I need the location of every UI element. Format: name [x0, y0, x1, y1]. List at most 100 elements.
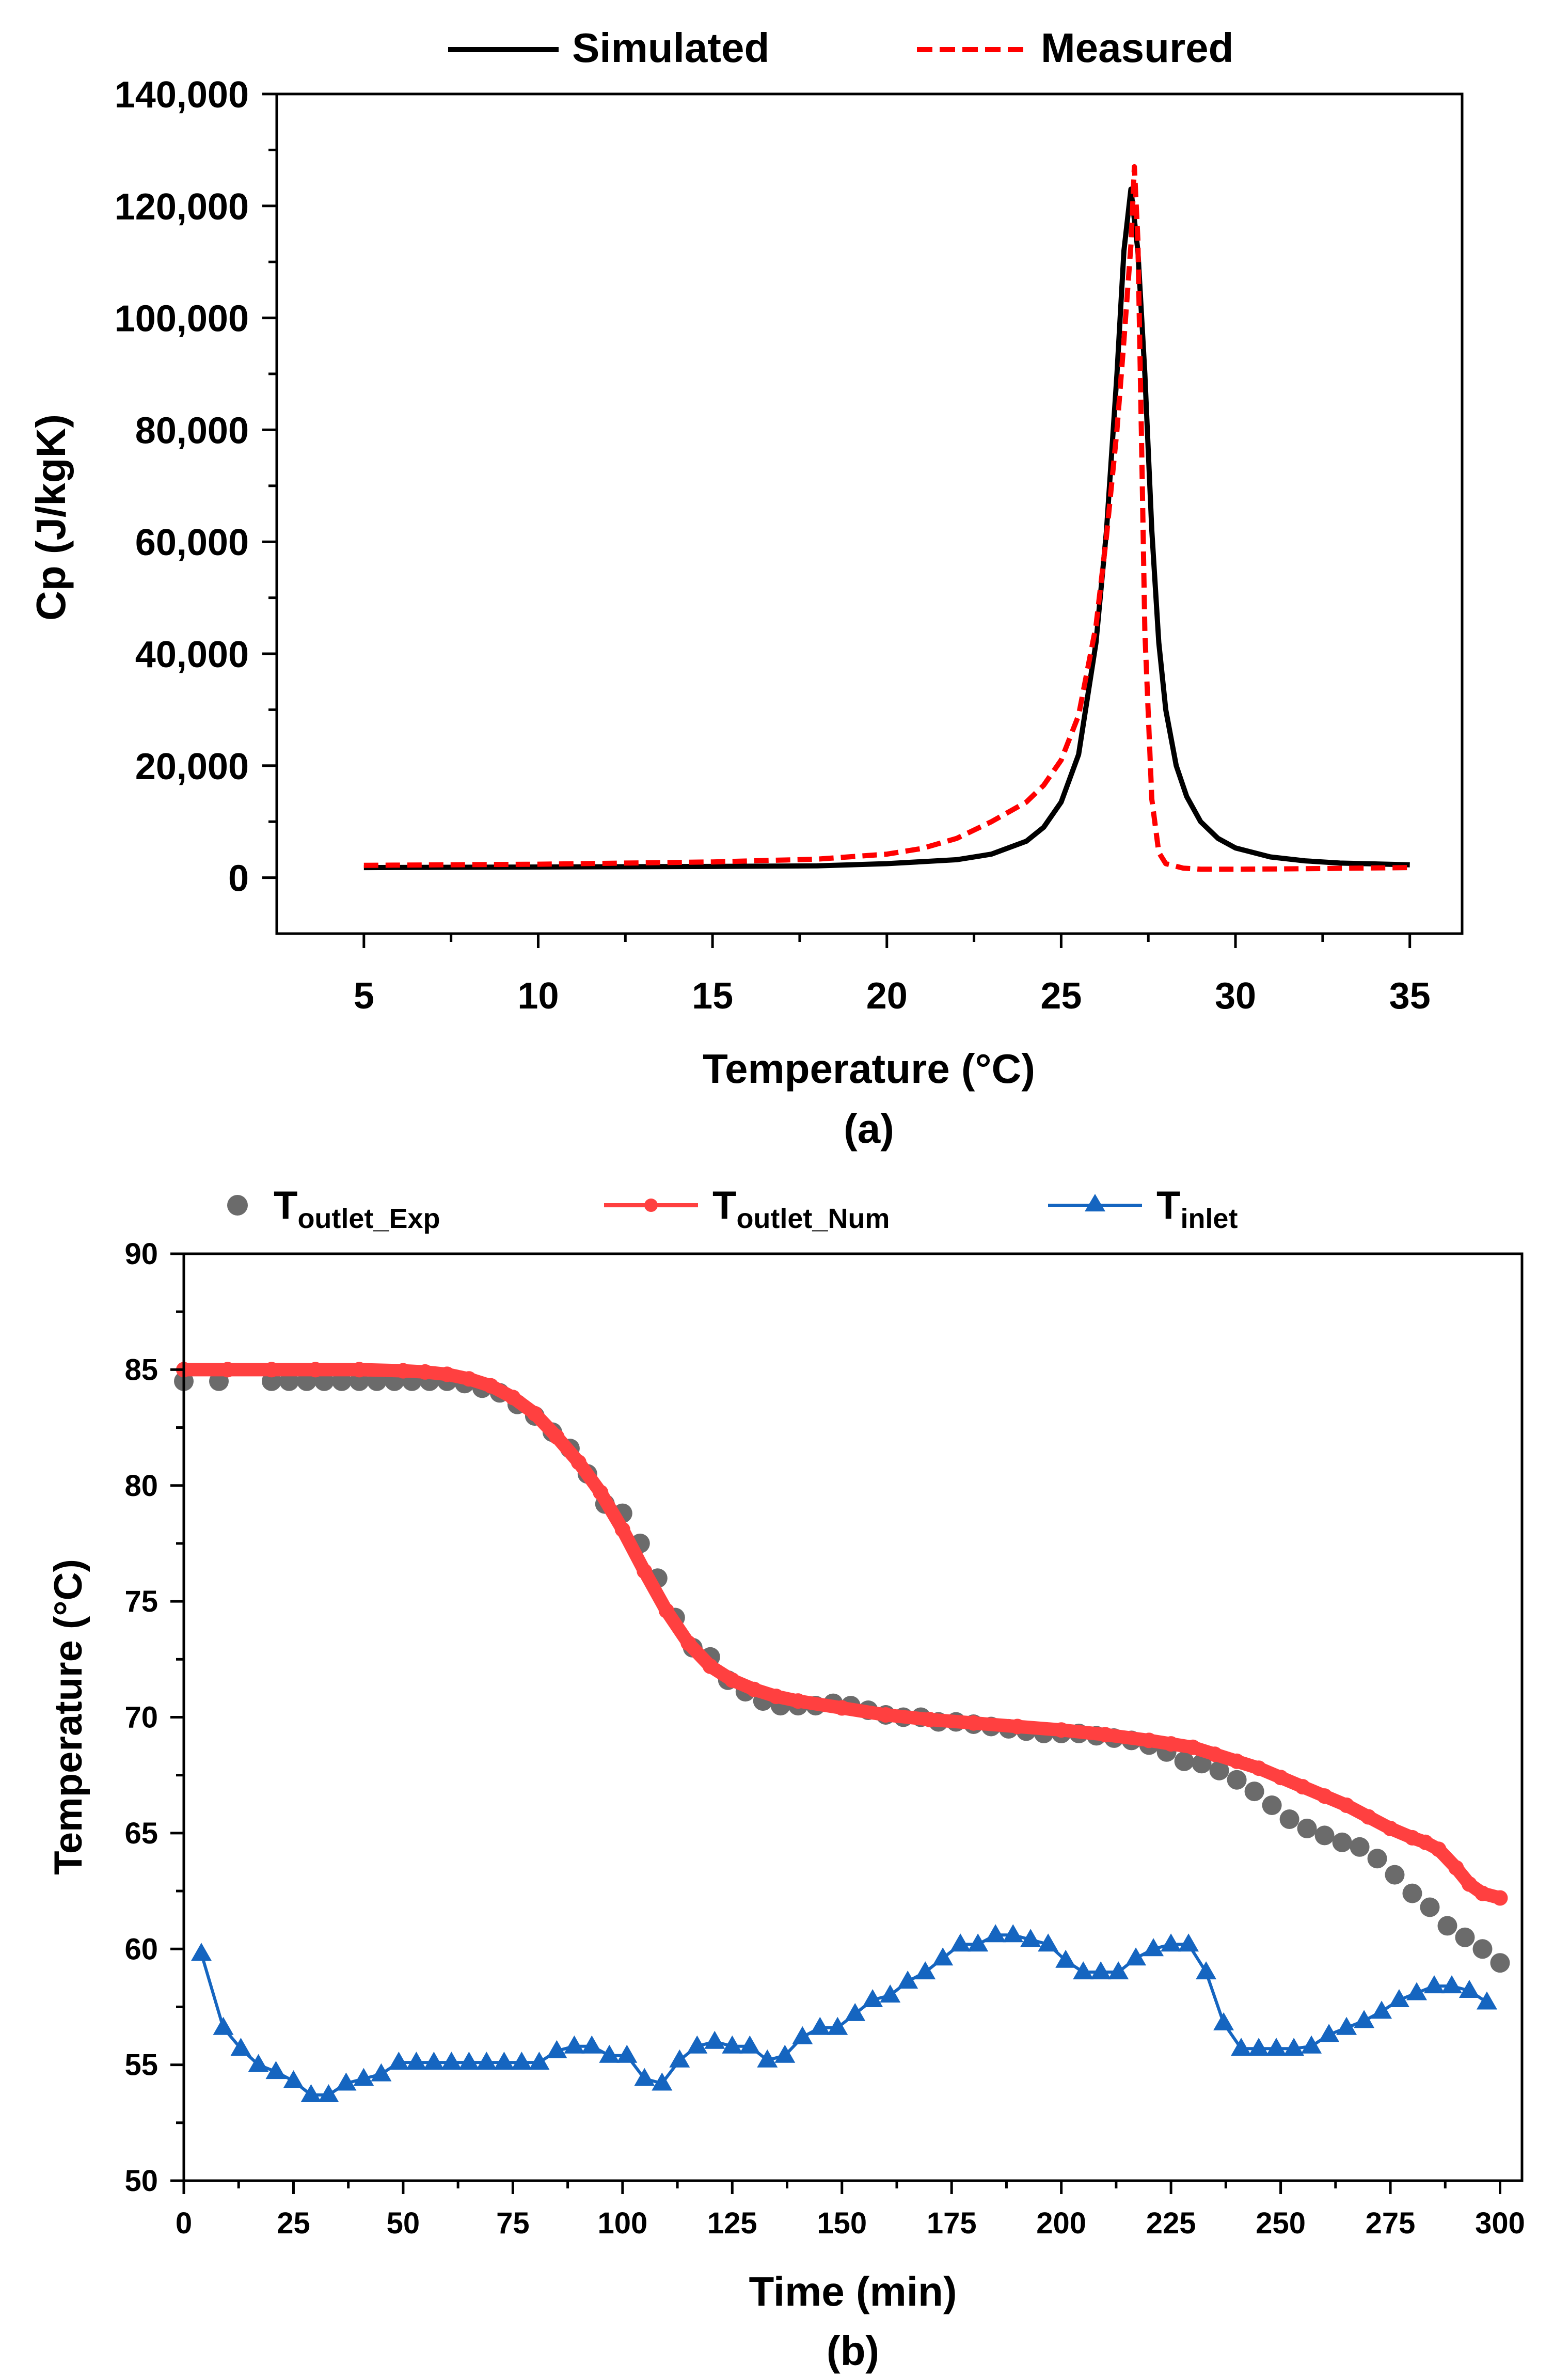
panel-b-inlet-point [191, 1943, 212, 1961]
panel-a-chart: 5 10 15 20 25 30 35 0 20,000 40,000 60,000 80,000 10… [28, 25, 1464, 1152]
panel-b-outlet-num-point [922, 1712, 938, 1727]
panel-b-x-tick-label: 150 [817, 2206, 867, 2240]
panel-b-inlet-point [1477, 1991, 1497, 2010]
panel-b-x-tick-label: 50 [387, 2206, 420, 2240]
panel-a-y-tick-label: 100,000 [115, 298, 249, 340]
panel-b-inlet-point [897, 1971, 918, 1989]
panel-b-outlet-num-point [1462, 1876, 1477, 1892]
panel-a-x-tick-label: 15 [692, 975, 733, 1017]
panel-b-inlet-point [792, 2026, 813, 2044]
panel-b-outlet-num-point [1339, 1798, 1355, 1813]
panel-b-x-tick-label: 100 [597, 2206, 647, 2240]
panel-b-inlet-point [634, 2068, 655, 2086]
panel-b-outlet-num-point [439, 1366, 455, 1382]
panel-b-inlet-point [827, 2016, 848, 2035]
panel-b-inlet-point [318, 2084, 339, 2102]
panel-a-series-layer [363, 164, 1410, 872]
panel-b-outlet-num-point [1097, 1727, 1113, 1743]
panel-b-outlet-num-point [1448, 1860, 1464, 1876]
panel-b-inlet-point [1055, 1949, 1076, 1968]
panel-b-x-tick-label: 250 [1256, 2206, 1306, 2240]
panel-b-outlet-exp-point [1174, 1751, 1194, 1771]
legend-outlet-exp-name: T [274, 1184, 297, 1227]
panel-a-plot-frame [275, 92, 1464, 935]
panel-b-outlet-num-point [1317, 1788, 1333, 1804]
panel-b-x-axis-label: Time (min) [749, 2268, 957, 2314]
panel-b-inlet-point [652, 2072, 673, 2091]
panel-b-inlet-point [1020, 1929, 1041, 1947]
panel-a-ticks: 5 10 15 20 25 30 35 0 20,000 40,000 60,000 80,000 10… [115, 74, 1431, 1017]
panel-b-inlet-point [1178, 1933, 1199, 1952]
panel-b-inlet-point [213, 2016, 234, 2035]
panel-b-inlet-point [265, 2061, 287, 2079]
panel-b-y-tick-label: 65 [124, 1817, 158, 1850]
panel-a-y-axis-label: Cp (J/kgK) [28, 414, 74, 621]
panel-a-y-tick-label: 120,000 [115, 186, 249, 228]
panel-b-inlet-point [862, 1989, 883, 2007]
panel-b-inlet-point [616, 2044, 638, 2063]
panel-b-inlet-point [810, 2016, 831, 2035]
panel-b-x-tick-label: 125 [707, 2206, 757, 2240]
panel-b-inlet-point [230, 2038, 251, 2056]
panel-b-inlet-point [1441, 1975, 1462, 1994]
panel-b-outlet-num-point [1053, 1722, 1069, 1738]
panel-b-x-tick-label: 300 [1475, 2206, 1525, 2240]
legend-measured-label: Measured [1041, 25, 1233, 71]
panel-b-x-tick-label: 275 [1366, 2206, 1416, 2240]
panel-b-outlet-num-point [1360, 1809, 1376, 1825]
panel-b-inlet-point [915, 1961, 936, 1980]
panel-b-outlet-num-point [395, 1363, 411, 1379]
panel-b-inlet-point [1213, 2012, 1234, 2030]
panel-b-outlet-exp-point [1227, 1770, 1247, 1790]
panel-b-inlet-point [985, 1924, 1006, 1943]
panel-a-series-simulated-line [363, 186, 1410, 871]
panel-b-outlet-num-point [680, 1635, 696, 1651]
panel-b-inlet-point [704, 2030, 725, 2049]
legend-inlet-subscript: inlet [1180, 1203, 1238, 1234]
panel-b-inlet-point [529, 2052, 550, 2070]
legend-outlet-exp-label: Toutlet_Exp [274, 1184, 440, 1234]
panel-b-outlet-num-point [1229, 1753, 1245, 1769]
legend-outlet-num-label: Toutlet_Num [712, 1184, 890, 1234]
panel-b-outlet-exp-point [1332, 1832, 1352, 1852]
legend-outlet-num-name: T [712, 1184, 736, 1227]
panel-b-outlet-num-point [1141, 1732, 1157, 1748]
panel-b-outlet-num-point [1207, 1746, 1223, 1762]
panel-b-inlet-point [336, 2072, 357, 2091]
panel-b-y-tick-label: 60 [124, 1932, 158, 1966]
panel-b-x-tick-label: 75 [496, 2206, 530, 2240]
panel-b-y-tick-label: 75 [124, 1585, 158, 1618]
panel-a-legend: Simulated Measured [448, 25, 1233, 71]
panel-a-y-tick-label: 140,000 [115, 74, 249, 116]
panel-b-outlet-num-point [702, 1658, 718, 1674]
panel-b-inlet-point [476, 2052, 497, 2070]
panel-b-outlet-exp-point [1279, 1809, 1299, 1829]
panel-b-y-axis-label: Temperature (°C) [46, 1559, 90, 1875]
panel-b-outlet-exp-point [1367, 1849, 1387, 1869]
panel-a-y-tick-label: 80,000 [135, 410, 249, 451]
panel-b-outlet-exp-point [1437, 1916, 1457, 1936]
panel-b-inlet-point [1038, 1933, 1059, 1952]
panel-b-outlet-exp-point [1490, 1953, 1510, 1973]
panel-a-x-axis-label: Temperature (°C) [703, 1046, 1035, 1092]
panel-b-outlet-exp-point [1385, 1865, 1405, 1885]
panel-b-inlet-point [458, 2052, 480, 2070]
panel-b-outlet-num-point [1185, 1739, 1201, 1755]
panel-b-inlet-point [950, 1933, 971, 1952]
panel-b-outlet-num-point [505, 1390, 521, 1406]
panel-b-inlet-point [932, 1947, 954, 1966]
panel-b-inlet-point [248, 2054, 269, 2072]
panel-a-x-tick-label: 35 [1389, 975, 1431, 1017]
panel-b-outlet-num-point [658, 1603, 674, 1619]
legend-inlet-name: T [1156, 1184, 1180, 1227]
panel-b-outlet-exp-point [1472, 1939, 1493, 1959]
panel-b-y-tick-label: 90 [124, 1237, 158, 1271]
panel-b-inlet-point [406, 2052, 427, 2070]
panel-b-outlet-num-point [834, 1700, 850, 1716]
panel-b-outlet-num-point [549, 1429, 565, 1445]
panel-b-x-tick-label: 200 [1036, 2206, 1086, 2240]
panel-a-x-tick-label: 5 [354, 975, 374, 1017]
panel-b-outlet-exp-point [1297, 1818, 1317, 1838]
panel-b-y-tick-label: 55 [124, 2048, 158, 2082]
panel-b-x-tick-label: 0 [176, 2206, 192, 2240]
